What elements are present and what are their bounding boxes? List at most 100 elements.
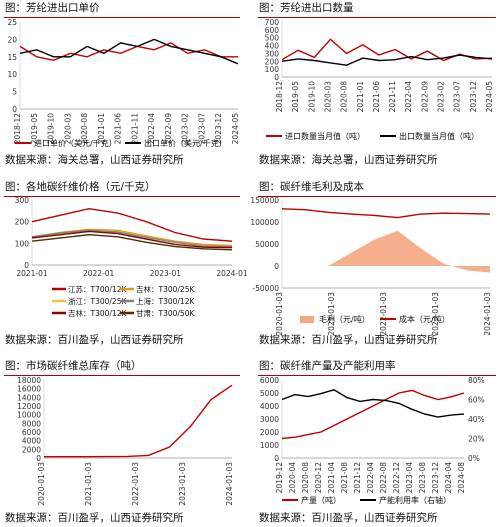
y-tick-label: 300 bbox=[15, 196, 30, 205]
y-tick-label: 2000 bbox=[22, 445, 41, 454]
y-tick-label: 10 bbox=[7, 70, 17, 79]
y-tick-label: 100000 bbox=[250, 218, 279, 227]
panel-6-rule bbox=[258, 375, 496, 376]
x-tick-label: 2019-05 bbox=[30, 113, 39, 145]
x-tick-label: 2023-12 bbox=[214, 113, 223, 145]
y-tick-label: 0 bbox=[12, 105, 17, 114]
x-tick-label: 2022-04 bbox=[404, 81, 413, 113]
y-tick-label: 1000 bbox=[260, 441, 279, 450]
legend-label: 上海：T300/12K bbox=[136, 296, 195, 306]
x-tick-label: 2021-08 bbox=[340, 462, 349, 494]
series-line bbox=[31, 233, 233, 251]
x-tick-label: 2024-04 bbox=[444, 462, 453, 494]
legend-label: 产量（吨） bbox=[301, 495, 341, 505]
y-tick-label: 150000 bbox=[250, 196, 279, 205]
x-tick-label: 2022-12 bbox=[392, 462, 401, 494]
x-tick-label: 2023-04 bbox=[405, 462, 414, 494]
x-tick-label: 2021-11 bbox=[388, 81, 397, 113]
x-tick-label: 2022-09 bbox=[164, 113, 173, 145]
series-line bbox=[281, 389, 465, 418]
y-tick-label: 0 bbox=[36, 454, 41, 463]
y-tick-label: 3000 bbox=[260, 415, 279, 424]
panel-6-source: 数据来源：百川盈孚，山西证券研究所 bbox=[259, 512, 438, 524]
x-tick-label: 2020-08 bbox=[340, 81, 349, 113]
y-tick-label: 500 bbox=[265, 34, 280, 43]
y-tick-label: 0 bbox=[274, 73, 279, 82]
x-tick-label: 2023-02 bbox=[437, 81, 446, 113]
legend-label: 进口单价（美元/千克） bbox=[34, 138, 117, 148]
legend-label: 江苏：T700/12K bbox=[68, 284, 127, 294]
y-tick-label: 50000 bbox=[255, 240, 279, 249]
panel-5-title: 图：市场碳纤维总库存（吨） bbox=[5, 360, 142, 372]
x-tick-label: 2023-01-03 bbox=[178, 462, 187, 506]
y-tick-label: 0 bbox=[274, 262, 279, 271]
y-tick-label: 5000 bbox=[260, 389, 279, 398]
x-tick-label: 2021-01 bbox=[356, 81, 365, 113]
x-tick-label: 2024-05 bbox=[485, 81, 494, 113]
series-area bbox=[282, 230, 490, 273]
x-tick-label: 2018-12 bbox=[13, 113, 22, 145]
x-tick-label: 2020-04 bbox=[288, 462, 297, 494]
x-tick-label: 2022-04 bbox=[366, 462, 375, 494]
x-tick-label: 2021-06 bbox=[114, 113, 123, 145]
panel-5-source: 数据来源：百川盈孚，山西证券研究所 bbox=[5, 512, 184, 524]
x-tick-label: 2023-12 bbox=[431, 462, 440, 494]
y-tick-label: 20 bbox=[7, 35, 17, 44]
x-tick-label: 2021-01-03 bbox=[327, 292, 336, 336]
x-tick-label: 2024-01 bbox=[216, 269, 248, 278]
x-tick-label: 2020-03 bbox=[323, 81, 332, 113]
y2-tick-label: 0% bbox=[468, 454, 480, 463]
panel-6-title: 图：碳纤维产量及产能利用率 bbox=[259, 360, 396, 372]
legend-label: 毛利（元/吨） bbox=[319, 314, 370, 324]
x-tick-label: 2021-06 bbox=[372, 81, 381, 113]
x-tick-label: 2021-12 bbox=[353, 462, 362, 494]
series-line bbox=[44, 384, 233, 458]
x-tick-label: 2022-01-03 bbox=[131, 462, 140, 506]
panel-1-title: 图：芳纶进出口单价 bbox=[5, 2, 100, 14]
y-tick-label: 18000 bbox=[17, 376, 41, 385]
legend-label: 浙江：T300/25K bbox=[68, 296, 127, 306]
panel-4-rule bbox=[258, 196, 496, 197]
x-tick-label: 2024-01-03 bbox=[225, 462, 234, 506]
legend-label: 成本（元/吨） bbox=[399, 314, 450, 324]
y2-tick-label: 60% bbox=[468, 396, 485, 405]
y-tick-label: 4000 bbox=[22, 437, 41, 446]
legend-label: 吉林：T300/25K bbox=[136, 284, 195, 294]
x-tick-label: 2022-08 bbox=[379, 462, 388, 494]
x-tick-label: 2023-12 bbox=[469, 81, 478, 113]
panel-1-rule bbox=[4, 17, 240, 18]
y-tick-label: 25 bbox=[7, 18, 17, 27]
y-tick-label: 16000 bbox=[17, 385, 41, 394]
y-tick-label: 300 bbox=[265, 49, 280, 58]
series-line bbox=[31, 229, 233, 248]
y-tick-label: 4000 bbox=[260, 402, 279, 411]
legend-label: 出口数量当月值（吨） bbox=[399, 131, 479, 141]
x-tick-label: 2024-01-03 bbox=[483, 292, 492, 336]
series-line bbox=[281, 208, 491, 219]
y-tick-label: 400 bbox=[265, 42, 280, 51]
x-tick-label: 2018-12 bbox=[275, 81, 284, 113]
y-tick-label: 2000 bbox=[260, 428, 279, 437]
x-tick-label: 2024-08 bbox=[457, 462, 466, 494]
y-tick-label: 600 bbox=[265, 26, 280, 35]
x-tick-label: 2021-11 bbox=[130, 113, 139, 145]
x-tick-label: 2023-02 bbox=[181, 113, 190, 145]
panel-4-title: 图：碳纤维毛利及成本 bbox=[259, 181, 364, 193]
y-tick-label: 6000 bbox=[22, 428, 41, 437]
x-tick-label: 2019-05 bbox=[291, 81, 300, 113]
y-tick-label: 100 bbox=[265, 65, 280, 74]
y-tick-label: 12000 bbox=[17, 402, 41, 411]
x-tick-label: 2019-10 bbox=[47, 113, 56, 145]
y-tick-label: 6000 bbox=[260, 376, 279, 385]
x-tick-label: 2021-01-03 bbox=[84, 462, 93, 506]
legend-label: 进口数量当月值（吨） bbox=[285, 131, 365, 141]
panel-3-rule bbox=[4, 196, 240, 197]
y-tick-label: 8000 bbox=[22, 419, 41, 428]
x-tick-label: 2021-04 bbox=[327, 462, 336, 494]
series-line bbox=[281, 54, 493, 66]
x-tick-label: 2023-07 bbox=[197, 113, 206, 145]
